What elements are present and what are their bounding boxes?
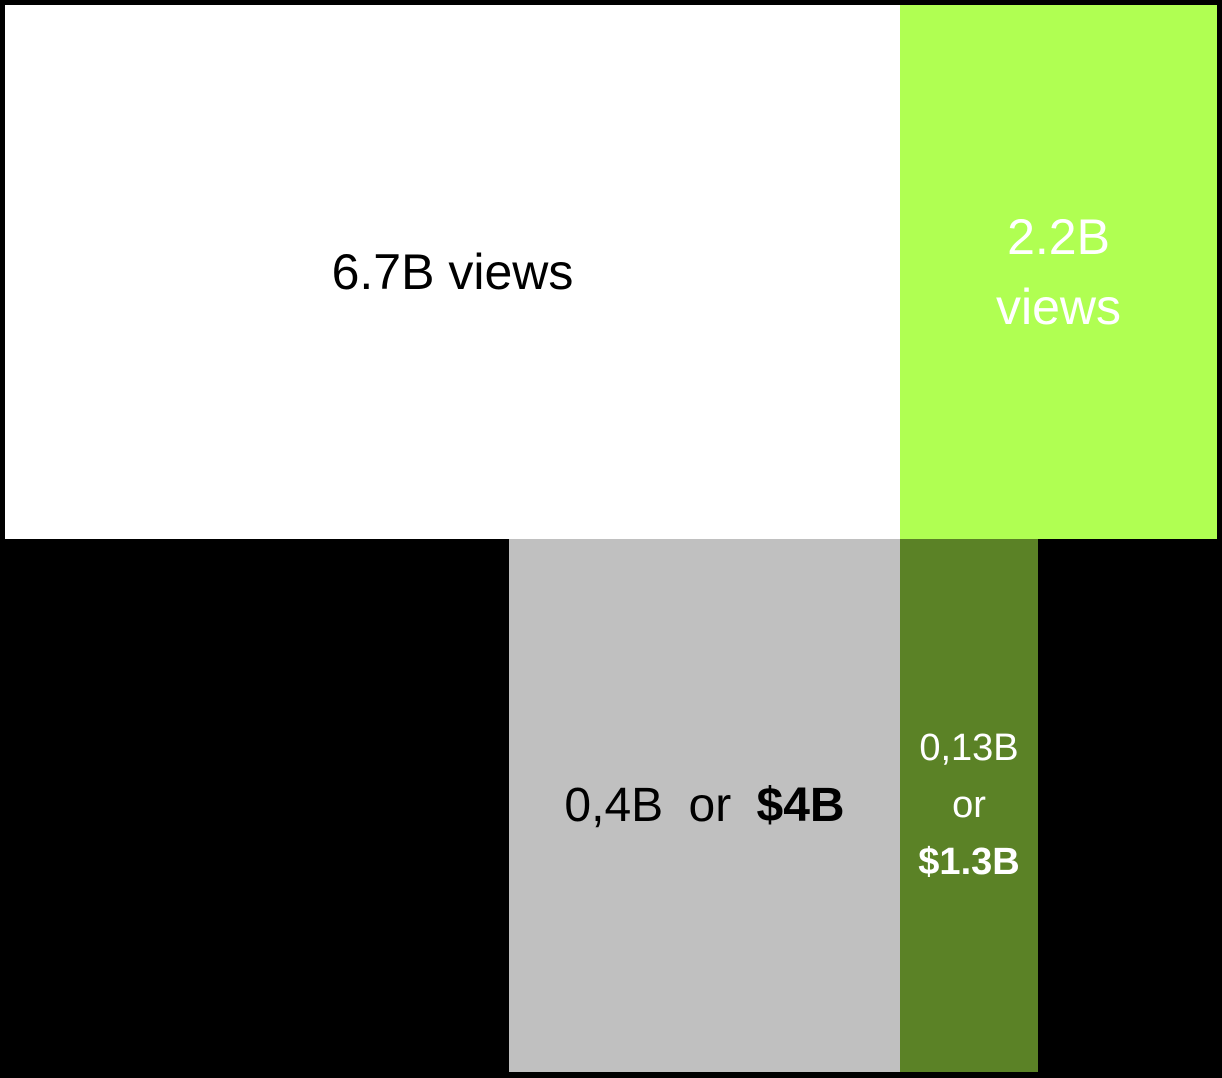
revenue-highlight-money: $1.3B [918, 841, 1020, 883]
views-highlight-value: 2.2B [1007, 209, 1110, 265]
revenue-highlight-value: 0,13B [919, 727, 1019, 769]
views-highlight-block: 2.2B views [900, 5, 1217, 539]
revenue-total-value: 0,4B [564, 778, 664, 832]
views-total-block: 6.7B views [5, 5, 900, 539]
views-highlight-unit: views [995, 279, 1122, 335]
revenue-highlight-block: 0,13B or $1.3B [900, 539, 1038, 1072]
revenue-total-label: 0,4B or $4B [564, 776, 844, 836]
views-total-label: 6.7B views [331, 244, 574, 300]
views-highlight-label: 2.2B views [996, 202, 1121, 342]
revenue-total-or: or [688, 778, 732, 832]
revenue-highlight-or: or [952, 784, 986, 826]
revenue-total-block: 0,4B or $4B [509, 539, 900, 1072]
revenue-highlight-label: 0,13B or $1.3B [918, 720, 1019, 891]
revenue-total-money: $4B [756, 778, 845, 832]
